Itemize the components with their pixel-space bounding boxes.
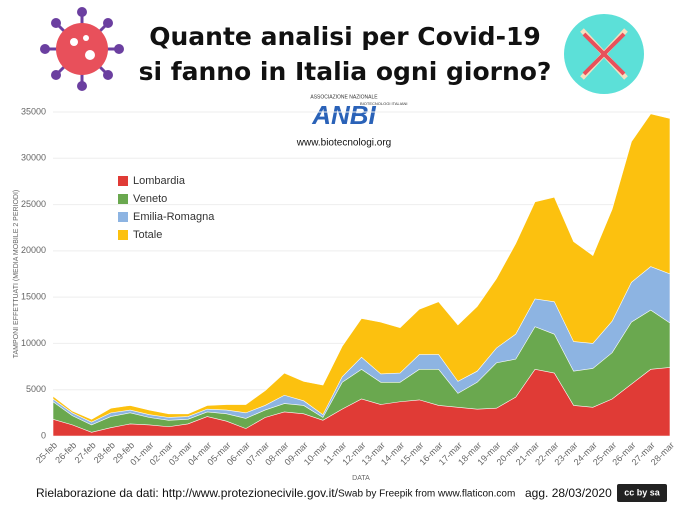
y-tick-label: 5000	[26, 384, 46, 394]
legend-item: Lombardia	[118, 175, 186, 187]
y-axis-label: TAMPONI EFFETTUATI (MEDIA MOBILE 2 PERIO…	[13, 190, 20, 359]
x-axis-label: DATA	[352, 475, 370, 482]
legend-label: Lombardia	[133, 175, 186, 187]
y-tick-label: 25000	[21, 199, 46, 209]
chart-title: Quante analisi per Covid-19	[149, 22, 541, 51]
footer-source: Rielaborazione da dati: http://www.prote…	[36, 486, 339, 500]
legend-label: Emilia-Romagna	[133, 211, 215, 223]
logo-mark: ANBI	[311, 100, 376, 130]
y-tick-label: 10000	[21, 338, 46, 348]
license-text: cc by sa	[624, 487, 661, 497]
y-tick-label: 35000	[21, 106, 46, 116]
website: www.biotecnologi.org	[296, 138, 392, 149]
swab-icon	[564, 14, 644, 94]
legend-swatch	[118, 194, 128, 204]
area	[52, 367, 671, 437]
logo: ASSOCIAZIONE NAZIONALE ANBI BIOTECNOLOGI…	[296, 94, 408, 148]
logo-text: BIOTECNOLOGI ITALIANI	[360, 101, 408, 106]
y-tick-label: 20000	[21, 245, 46, 255]
legend-swatch	[118, 230, 128, 240]
legend-label: Veneto	[133, 193, 167, 205]
legend-item: Totale	[118, 229, 162, 241]
plot: 0500010000150002000025000300003500025-fe…	[21, 106, 676, 467]
legend-swatch	[118, 212, 128, 222]
legend-item: Veneto	[118, 193, 167, 205]
y-tick-label: 15000	[21, 292, 46, 302]
footer-credit: Swab by Freepik from www.flaticon.com	[338, 489, 515, 500]
chart-title: si fanno in Italia ogni giorno?	[139, 57, 552, 86]
legend-label: Totale	[133, 229, 162, 241]
footer-date: agg. 28/03/2020	[525, 486, 612, 500]
license-badge: cc by sa	[617, 484, 667, 502]
y-tick-label: 30000	[21, 153, 46, 163]
legend-swatch	[118, 176, 128, 186]
virus-icon	[40, 7, 124, 91]
logo-text: ASSOCIAZIONE NAZIONALE	[310, 94, 378, 100]
y-tick-label: 0	[41, 430, 46, 440]
legend-item: Emilia-Romagna	[118, 211, 215, 223]
